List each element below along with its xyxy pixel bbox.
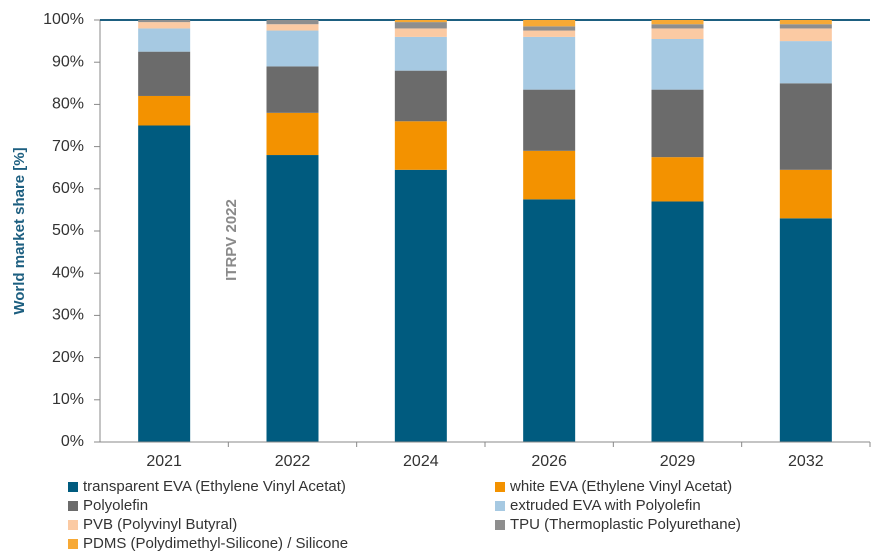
y-tick-label: 100%	[43, 11, 84, 28]
legend-label: PVB (Polyvinyl Butyral)	[83, 516, 237, 533]
bar-segment	[266, 112, 319, 156]
bar-segment	[266, 24, 319, 31]
bar-segment	[651, 28, 704, 39]
bar-segment	[651, 89, 704, 158]
bar-segment	[394, 28, 447, 37]
bar-segment	[523, 36, 576, 90]
legend-swatch	[68, 501, 78, 511]
bar-segment	[138, 28, 191, 52]
x-tick-label: 2021	[146, 453, 182, 470]
annotation: ITRPV 2022	[223, 199, 240, 281]
y-tick-label: 90%	[52, 53, 84, 70]
bar-segment	[779, 20, 832, 25]
legend-label: PDMS (Polydimethyl-Silicone) / Silicone	[83, 535, 348, 552]
y-tick-label: 70%	[52, 138, 84, 155]
bar-segment	[394, 36, 447, 71]
bar-segment	[394, 169, 447, 442]
bar-segment	[394, 22, 447, 29]
bar-segment	[138, 125, 191, 442]
x-tick-label: 2032	[788, 453, 824, 470]
bar-segment	[394, 20, 447, 23]
y-tick-label: 0%	[61, 433, 84, 450]
bar-segment	[523, 20, 576, 27]
y-tick-label: 10%	[52, 391, 84, 408]
bar-segment	[651, 20, 704, 25]
y-tick-label: 50%	[52, 222, 84, 239]
bar-segment	[138, 20, 191, 23]
legend-label: white EVA (Ethylene Vinyl Acetat)	[509, 478, 732, 495]
bar-segment	[651, 24, 704, 29]
legend-swatch	[68, 539, 78, 549]
bar-segment	[138, 51, 191, 96]
legend-label: extruded EVA with Polyolefin	[510, 497, 701, 514]
legend-label: transparent EVA (Ethylene Vinyl Acetat)	[83, 478, 346, 495]
x-tick-label: 2026	[531, 453, 567, 470]
bar-segment	[651, 201, 704, 442]
bar-segment	[523, 30, 576, 37]
bar-segment	[523, 89, 576, 151]
bar-segment	[779, 24, 832, 29]
bar-segment	[138, 95, 191, 126]
legend-swatch	[68, 520, 78, 530]
bar-segment	[266, 30, 319, 67]
x-tick-label: 2024	[403, 453, 439, 470]
legend-label: Polyolefin	[83, 497, 148, 514]
bar-segment	[779, 83, 832, 170]
legend-label: TPU (Thermoplastic Polyurethane)	[510, 516, 741, 533]
bar-segment	[651, 38, 704, 90]
x-tick-label: 2029	[660, 453, 696, 470]
y-tick-label: 80%	[52, 96, 84, 113]
x-tick-label: 2022	[275, 453, 311, 470]
bar-segment	[266, 66, 319, 113]
bar-segment	[779, 218, 832, 442]
bar-segment	[138, 22, 191, 29]
bar-segment	[266, 155, 319, 443]
bar-segment	[394, 70, 447, 122]
legend-swatch	[68, 482, 78, 492]
y-tick-label: 20%	[52, 349, 84, 366]
legend-swatch	[495, 501, 505, 511]
y-tick-label: 40%	[52, 264, 84, 281]
y-tick-label: 30%	[52, 307, 84, 324]
bar-segment	[779, 169, 832, 219]
bar-segment	[523, 26, 576, 31]
bar-segment	[779, 41, 832, 84]
legend-swatch	[495, 482, 505, 492]
y-axis-label: World market share [%]	[11, 147, 28, 314]
bar-segment	[779, 28, 832, 42]
legend-swatch	[495, 520, 505, 530]
bar-segment	[394, 121, 447, 170]
bar-segment	[651, 157, 704, 202]
bar-segment	[523, 199, 576, 442]
y-tick-label: 60%	[52, 180, 84, 197]
bar-segment	[266, 20, 319, 25]
bar-segment	[523, 150, 576, 200]
